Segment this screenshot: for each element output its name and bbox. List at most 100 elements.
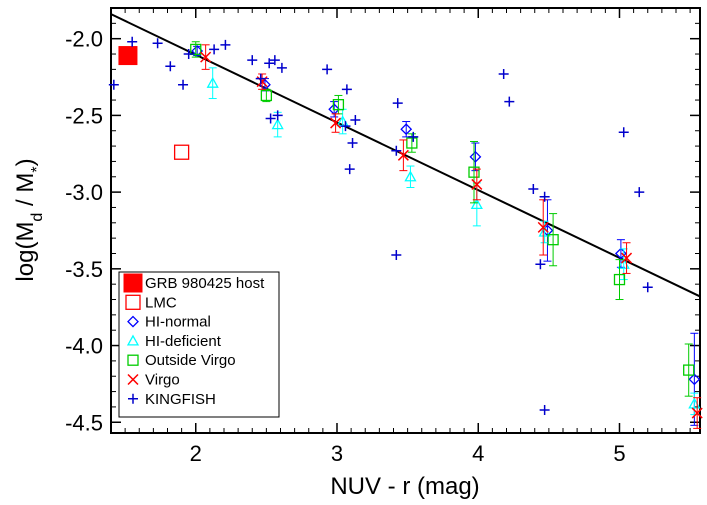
series-hi-deficient — [206, 67, 701, 416]
data-point — [468, 166, 480, 178]
data-point — [264, 58, 275, 69]
data-point — [404, 170, 417, 182]
data-point — [247, 55, 258, 66]
legend-label: Virgo — [145, 372, 180, 389]
data-point — [260, 89, 273, 102]
data-point — [470, 198, 483, 210]
data-point — [391, 250, 402, 261]
legend-marker — [125, 294, 141, 310]
data-point — [152, 38, 163, 49]
data-point — [183, 49, 194, 60]
data-point — [332, 99, 345, 111]
data-point — [206, 76, 219, 88]
legend-marker — [127, 373, 139, 386]
data-point — [330, 117, 342, 129]
data-point — [539, 191, 550, 202]
data-point — [397, 149, 409, 161]
legend-label: KINGFISH — [145, 391, 216, 408]
data-point — [498, 68, 509, 79]
data-point — [634, 187, 645, 198]
data-point — [341, 84, 352, 95]
x-tick-label: 5 — [613, 441, 625, 466]
data-point — [618, 127, 629, 138]
data-point — [621, 252, 633, 264]
legend-label: HI-deficient — [145, 333, 222, 350]
series-kingfish — [108, 36, 653, 415]
y-tick-label: -2.5 — [65, 103, 103, 128]
data-point — [127, 36, 138, 47]
data-point — [537, 221, 549, 233]
y-axis-title: log(Md / M*) — [12, 158, 46, 281]
data-point — [118, 46, 138, 66]
data-point — [642, 282, 653, 293]
data-point — [190, 43, 202, 56]
data-point — [613, 273, 626, 286]
series-outside-virgo — [190, 41, 695, 397]
plot-frame — [110, 7, 701, 434]
y-tick-label: -3.0 — [65, 180, 103, 205]
data-point — [344, 164, 355, 175]
y-axis-title-close: ) — [12, 158, 39, 166]
y-axis-title-main: log(M — [12, 222, 39, 282]
data-point — [528, 184, 539, 195]
legend-label: Outside Virgo — [145, 352, 236, 369]
data-point — [173, 144, 190, 160]
data-point — [406, 137, 418, 149]
y-tick-label: -2.0 — [65, 27, 103, 52]
y-axis-title-sub-star: * — [29, 166, 46, 172]
data-point — [271, 118, 284, 130]
x-axis-title: NUV - r (mag) — [330, 473, 479, 500]
y-axis-title-sub-d: d — [29, 213, 46, 222]
legend: GRB 980425 host LMC HI-normal HI-deficient O… — [118, 271, 280, 418]
legend-marker — [123, 273, 143, 293]
legend-marker — [128, 393, 138, 404]
data-point — [178, 79, 189, 90]
series-grb-980425-host — [118, 46, 138, 66]
data-point — [108, 79, 119, 90]
data-point — [400, 123, 413, 136]
legend-label: HI-normal — [145, 314, 211, 331]
y-axis-title-mid: / M — [12, 173, 39, 213]
data-point — [614, 247, 627, 260]
fit-line — [110, 13, 701, 298]
data-point — [539, 404, 550, 415]
data-point — [547, 234, 559, 246]
legend-marker — [126, 334, 140, 346]
y-tick-label: -3.5 — [65, 257, 103, 282]
data-point — [272, 110, 283, 121]
legend-label: GRB 980425 host — [145, 275, 265, 292]
axis-ticks: 2 3 4 5 -2.0 -2.5 -3.0 -3.5 -4.0 -4.5 — [65, 8, 700, 466]
legend-label: LMC — [145, 294, 177, 311]
data-point — [255, 73, 266, 84]
data-point — [392, 98, 403, 109]
data-point — [691, 407, 703, 419]
data-point — [220, 39, 231, 50]
data-point — [683, 364, 695, 376]
y-tick-label: -4.0 — [65, 334, 103, 359]
data-point — [276, 62, 287, 73]
data-point — [504, 96, 515, 107]
data-point — [688, 373, 701, 386]
x-tick-label: 3 — [331, 441, 343, 466]
data-point — [347, 138, 358, 149]
data-point — [265, 113, 276, 124]
data-points — [108, 36, 703, 429]
legend-marker — [127, 315, 139, 328]
x-tick-label: 4 — [472, 441, 484, 466]
data-point — [165, 61, 176, 72]
data-point — [408, 131, 419, 142]
data-point — [340, 121, 351, 132]
data-point — [469, 150, 482, 163]
legend-box — [118, 271, 280, 418]
x-tick-label: 2 — [190, 441, 202, 466]
data-point — [209, 44, 220, 55]
data-point — [269, 55, 280, 66]
data-point — [322, 64, 333, 75]
data-point — [200, 51, 212, 63]
series-virgo — [200, 44, 703, 429]
best-fit-line — [110, 13, 701, 298]
data-point — [535, 259, 546, 270]
data-point — [350, 115, 361, 126]
data-point — [391, 145, 402, 156]
